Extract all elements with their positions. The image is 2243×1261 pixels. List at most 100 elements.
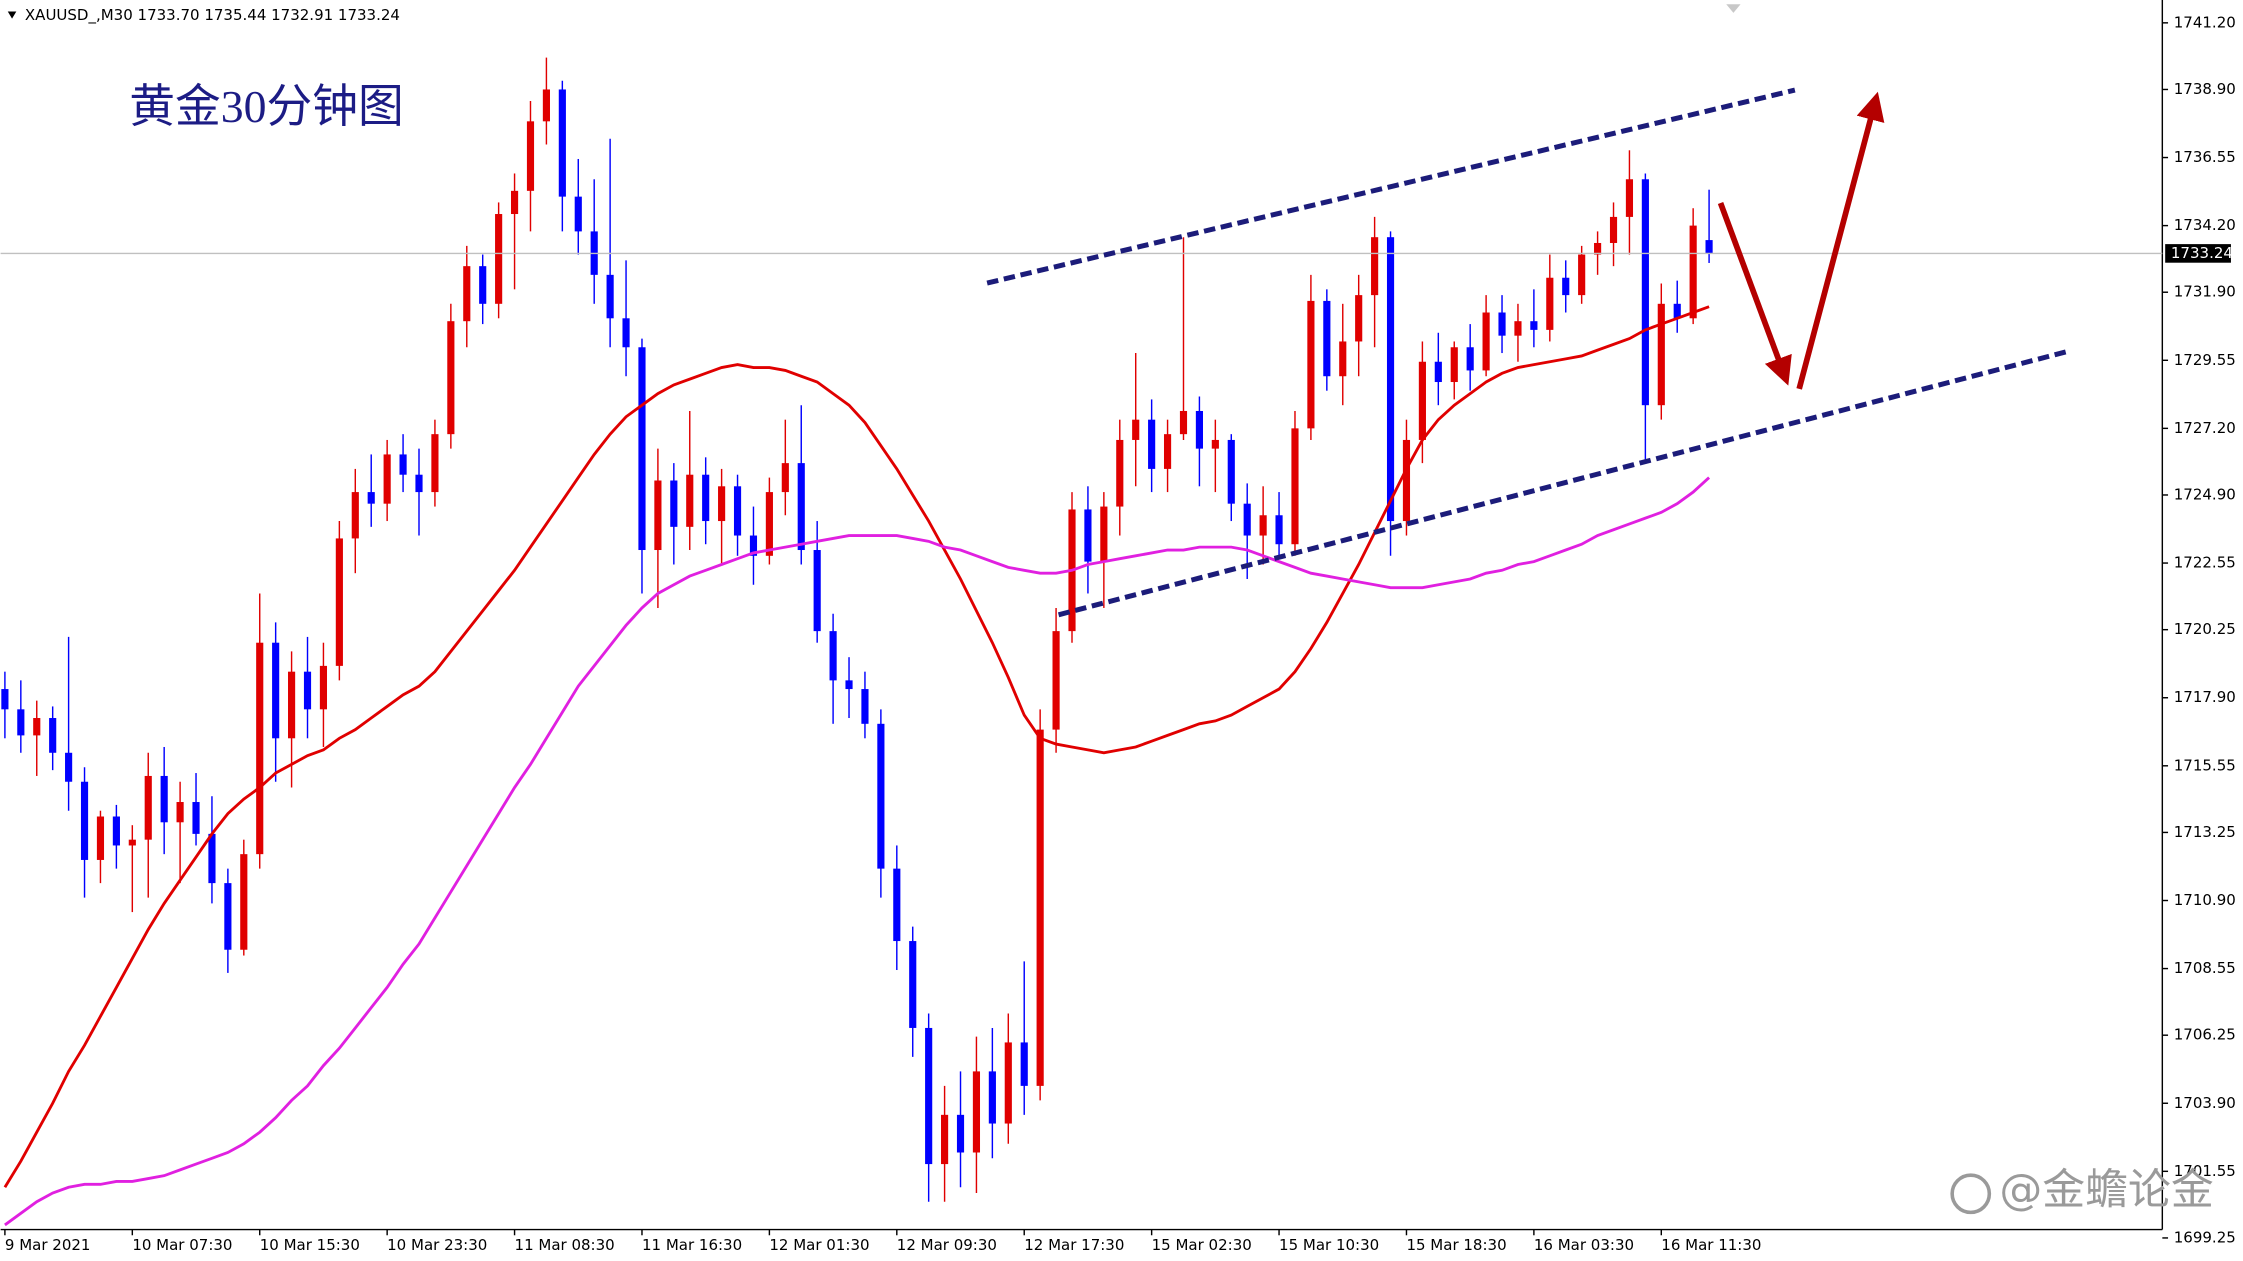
candle-body: [1657, 303, 1665, 406]
candle-body: [1179, 410, 1188, 435]
x-tick-label: 15 Mar 18:30: [1406, 1236, 1506, 1254]
last-price-box: [2165, 244, 2231, 263]
candle-body: [1132, 419, 1140, 440]
x-tick-label: 15 Mar 02:30: [1152, 1236, 1252, 1254]
candle-body: [702, 474, 710, 522]
candle-body: [1116, 439, 1124, 507]
y-tick-label: 1717.90: [2174, 688, 2236, 706]
y-tick-label: 1710.90: [2174, 891, 2236, 909]
candle-body: [319, 665, 328, 710]
candle-body: [574, 196, 582, 232]
candle-body: [1355, 295, 1363, 342]
candle-body: [447, 321, 455, 435]
candle-body: [1386, 237, 1395, 522]
candle-body: [128, 839, 136, 846]
y-tick-label: 1727.20: [2174, 419, 2236, 437]
candle-body: [1578, 254, 1586, 296]
arrow-up: [1796, 91, 1885, 390]
candle-body: [335, 538, 343, 666]
x-tick-label: 10 Mar 23:30: [387, 1236, 487, 1254]
candle-body: [1036, 729, 1044, 1086]
x-tick-label: 11 Mar 08:30: [515, 1236, 615, 1254]
candle-body: [1227, 439, 1235, 504]
candle-body: [622, 318, 630, 348]
candle-body: [925, 1027, 933, 1165]
candle-body: [781, 463, 789, 493]
candle-body: [718, 486, 726, 522]
candle-body: [1609, 216, 1618, 243]
y-tick-label: 1736.55: [2174, 148, 2236, 166]
trend-line-lower: [1057, 349, 2068, 618]
candle-body: [670, 480, 678, 527]
candle-body: [1020, 1042, 1028, 1086]
candle-body: [96, 816, 105, 860]
y-tick-label: 1706.25: [2174, 1026, 2236, 1044]
candle-body: [65, 752, 73, 782]
moving-average-line: [4, 476, 1711, 1227]
candle-body: [303, 671, 312, 710]
candle-body: [1148, 419, 1156, 469]
y-tick-label: 1724.90: [2174, 485, 2236, 503]
candle-body: [1673, 303, 1681, 319]
y-tick-label: 1708.55: [2174, 959, 2236, 977]
candle-body: [606, 274, 614, 319]
candle-body: [988, 1071, 996, 1124]
candle-body: [1291, 428, 1299, 545]
watermark: @金蟾论金: [1999, 1165, 2213, 1215]
candle-body: [861, 689, 869, 724]
candle-body: [1530, 321, 1538, 330]
candle-body: [256, 642, 264, 855]
candle-body: [813, 550, 821, 632]
x-tick-label: 12 Mar 01:30: [769, 1236, 869, 1254]
x-tick-label: 10 Mar 07:30: [132, 1236, 232, 1254]
y-tick-label: 1731.90: [2174, 283, 2236, 301]
x-tick-label: 10 Mar 15:30: [260, 1236, 360, 1254]
candle-body: [654, 480, 662, 551]
candle-body: [941, 1114, 949, 1165]
candle-body: [479, 266, 487, 304]
candle-body: [1052, 631, 1060, 730]
shift-marker: [1726, 4, 1741, 13]
candle-body: [1100, 506, 1108, 562]
annotation: 黄金30分钟图: [129, 81, 404, 132]
x-tick-label: 9 Mar 2021: [5, 1236, 91, 1254]
candle-body: [1195, 410, 1203, 449]
arrow-down: [1717, 202, 1792, 386]
candle-body: [1259, 515, 1267, 536]
candle-body: [1307, 300, 1315, 429]
y-tick-label: 1738.90: [2174, 80, 2236, 98]
x-tick-label: 12 Mar 09:30: [897, 1236, 997, 1254]
candle-body: [1705, 240, 1713, 254]
y-tick-label: 1720.25: [2174, 620, 2236, 638]
candle-body: [1498, 312, 1506, 336]
candle-body: [1482, 312, 1490, 371]
y-tick-label: 1741.20: [2174, 13, 2236, 31]
y-tick-label: 1715.55: [2174, 756, 2236, 774]
candle-body: [1323, 300, 1331, 377]
candle-body: [160, 775, 168, 823]
candle-body: [558, 89, 566, 197]
x-tick-label: 16 Mar 11:30: [1661, 1236, 1761, 1254]
candle-body: [17, 709, 25, 736]
chart-header: XAUUSD_,M30 1733.70 1735.44 1732.91 1733…: [25, 6, 400, 25]
x-tick-label: 16 Mar 03:30: [1534, 1236, 1634, 1254]
candle-body: [829, 631, 837, 681]
candle-body: [526, 121, 535, 191]
candle-body: [1084, 509, 1092, 562]
candle-body: [845, 680, 853, 690]
y-tick-label: 1729.55: [2174, 351, 2236, 369]
moving-average-line: [3, 305, 1710, 1189]
y-tick-label: 1722.55: [2174, 554, 2236, 572]
candle-body: [1211, 439, 1219, 449]
candle-body: [1371, 237, 1379, 296]
candle-body: [176, 802, 184, 823]
candle-body: [686, 474, 694, 527]
candle-body: [33, 718, 41, 736]
candle-body: [495, 214, 503, 304]
candle-body: [893, 868, 901, 942]
candle-body: [1, 689, 9, 710]
candle-body: [1514, 321, 1522, 336]
candle-body: [463, 266, 471, 322]
candle-body: [49, 718, 57, 753]
